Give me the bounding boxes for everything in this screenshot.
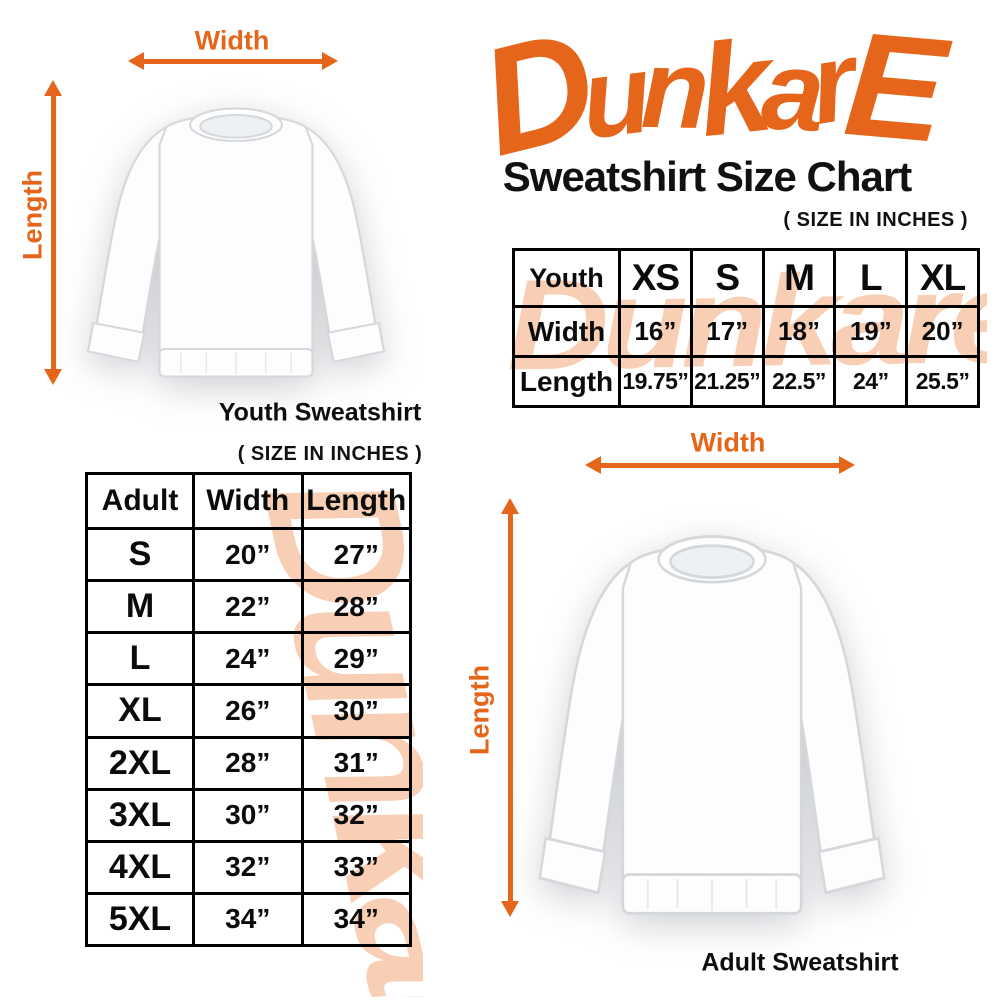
table-cell: 25.5”	[905, 355, 980, 408]
table-cell: 34”	[300, 891, 412, 948]
adult-length-arrow-icon	[501, 498, 519, 917]
table-cell: 16”	[618, 305, 693, 358]
youth-size-table: Youth XS S M L XL Width 16” 17” 18” 19” 20” Length 19…	[512, 248, 980, 408]
table-row: S 20” 27”	[85, 527, 412, 583]
table-row: M 22” 28”	[85, 579, 412, 635]
table-row: 2XL 28” 31”	[85, 735, 412, 791]
table-cell: 26”	[192, 683, 304, 739]
table-cell: Length	[300, 471, 412, 531]
youth-width-arrow-icon	[128, 52, 338, 70]
adult-size-table: Adult Width Length S 20” 27” M 22” 28” L 24” 29” XL 2…	[85, 471, 412, 948]
units-note-adult: ( SIZE IN INCHES )	[237, 443, 423, 465]
logo-letter: E	[839, 1, 942, 174]
table-cell: 19.75”	[618, 355, 693, 408]
table-header-row: Adult Width Length	[85, 471, 412, 531]
table-cell: M	[761, 248, 837, 308]
table-row: 5XL 34” 34”	[85, 891, 412, 948]
table-cell: 3XL	[85, 787, 195, 843]
table-cell: 20”	[905, 305, 980, 358]
table-cell: 27”	[300, 527, 412, 583]
table-cell: 34”	[192, 891, 304, 948]
table-cell: S	[85, 527, 195, 583]
table-cell: Youth	[512, 248, 621, 308]
youth-width-label: Width	[194, 25, 270, 56]
table-row: Width 16” 17” 18” 19” 20”	[512, 305, 980, 358]
table-cell: 19”	[833, 305, 909, 358]
table-cell: XL	[905, 248, 980, 308]
table-cell: L	[833, 248, 909, 308]
table-cell: S	[689, 248, 765, 308]
table-cell: 29”	[300, 631, 412, 687]
table-cell: 32”	[300, 787, 412, 843]
youth-length-label: Length	[17, 170, 48, 260]
table-cell: M	[85, 579, 195, 635]
logo-letter: k	[691, 12, 769, 165]
table-cell: 32”	[192, 839, 304, 895]
logo-letter: n	[640, 25, 701, 152]
table-row: XL 26” 30”	[85, 683, 412, 739]
table-cell: 31”	[300, 735, 412, 791]
table-cell: 28”	[192, 735, 304, 791]
units-note-top: ( SIZE IN INCHES )	[783, 209, 968, 231]
table-cell: 18”	[761, 305, 837, 358]
table-cell: 24”	[192, 631, 304, 687]
table-cell: L	[85, 631, 195, 687]
table-cell: 30”	[192, 787, 304, 843]
table-cell: XS	[618, 248, 693, 308]
adult-width-label: Width	[690, 427, 766, 458]
table-header-row: Youth XS S M L XL	[512, 248, 980, 308]
table-cell: Width	[512, 305, 621, 358]
table-cell: 33”	[300, 839, 412, 895]
table-row: 3XL 30” 32”	[85, 787, 412, 843]
table-row: Length 19.75” 21.25” 22.5” 24” 25.5”	[512, 355, 980, 408]
table-cell: 17”	[689, 305, 765, 358]
table-row: 4XL 32” 33”	[85, 839, 412, 895]
table-cell: 20”	[192, 527, 304, 583]
table-cell: 5XL	[85, 891, 195, 948]
table-cell: 2XL	[85, 735, 195, 791]
youth-caption: Youth Sweatshirt	[218, 398, 422, 427]
table-cell: Width	[192, 471, 304, 531]
table-cell: 22.5”	[761, 355, 837, 408]
table-cell: 4XL	[85, 839, 195, 895]
table-cell: Adult	[85, 471, 195, 531]
adult-caption: Adult Sweatshirt	[701, 948, 899, 977]
youth-sweatshirt-image	[87, 107, 385, 378]
adult-width-arrow-icon	[585, 456, 855, 474]
logo-letter: u	[574, 31, 648, 163]
table-row: L 24” 29”	[85, 631, 412, 687]
adult-length-label: Length	[464, 665, 495, 755]
table-cell: XL	[85, 683, 195, 739]
youth-length-arrow-icon	[44, 80, 62, 385]
table-cell: 22”	[192, 579, 304, 635]
table-cell: 24”	[833, 355, 909, 408]
table-cell: Length	[512, 355, 621, 408]
adult-sweatshirt-image	[538, 535, 886, 915]
page-title: Sweatshirt Size Chart	[502, 153, 912, 200]
table-cell: 28”	[300, 579, 412, 635]
table-cell: 21.25”	[689, 355, 765, 408]
table-cell: 30”	[300, 683, 412, 739]
